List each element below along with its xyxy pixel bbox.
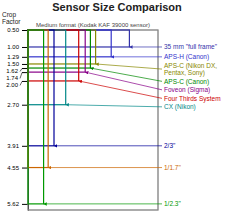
annotation: 1/1.7" — [164, 164, 181, 171]
tick-mark — [22, 30, 28, 31]
tick-label: 3.91 — [7, 143, 19, 149]
label-line: Foveon (Sigma) — [164, 86, 210, 94]
y-tick: 1.62 — [6, 68, 28, 74]
y-axis: 0.50 1.00 1.291.501.621.742.00 2.70 3.91 4.55… — [6, 27, 28, 210]
sensor-rect — [28, 30, 111, 57]
annotation-arrow — [90, 68, 162, 81]
tick-label: 1.74 — [6, 75, 18, 81]
tick-mark — [22, 47, 28, 48]
tick-mark — [22, 146, 28, 147]
annotation: 2/3" — [164, 142, 176, 149]
annotation: Four Thirds System — [164, 95, 221, 103]
tick-mark — [22, 68, 28, 69]
tick-mark — [22, 57, 28, 58]
tick-leader — [20, 69, 22, 72]
y-tick: 1.50 — [7, 61, 28, 67]
tick-mark — [22, 168, 28, 169]
tick-label: 1.50 — [7, 61, 19, 67]
annotation: APS-C (Nikon DX,Pentax, Sony) — [164, 62, 217, 78]
y-tick: 2.00 — [6, 81, 28, 88]
y-tick: 1.74 — [6, 73, 28, 82]
y-tick: 4.55 — [7, 165, 28, 171]
annotation-arrow — [129, 46, 162, 47]
tick-mark — [22, 64, 28, 65]
annotations: Medium format (Kodak KAF 39000 sensor) 35… — [36, 22, 221, 207]
y-tick: 1.00 — [7, 44, 28, 50]
tick-label: 4.55 — [7, 165, 19, 171]
label-line: 1/1.7" — [164, 164, 181, 171]
annotation-arrow — [54, 145, 162, 146]
chart: Sensor Size Comparison CropFactor 0.50 1.00… — [0, 0, 234, 216]
tick-label: 0.50 — [7, 27, 19, 33]
annotation-arrow — [66, 105, 162, 107]
sensor-rect — [28, 30, 66, 105]
label-line: 1/2.3" — [164, 200, 181, 207]
annotation: Medium format (Kodak KAF 39000 sensor) — [36, 22, 150, 28]
label-line: 35 mm "full frame" — [164, 43, 218, 50]
annotation: Foveon (Sigma) — [164, 86, 210, 94]
label-line: 2/3" — [164, 142, 176, 149]
label-line: APS-C (Canon) — [164, 78, 209, 86]
annotation-arrow — [44, 203, 162, 204]
sensor-rect — [28, 30, 85, 72]
label-line: Factor — [2, 18, 21, 25]
annotation-arrow — [79, 81, 162, 98]
tick-leader — [20, 81, 22, 85]
tick-mark — [22, 105, 28, 106]
tick-mark — [22, 81, 28, 82]
annotation: 35 mm "full frame" — [164, 43, 218, 50]
sensor-rect — [28, 30, 44, 204]
sensor-rect — [28, 30, 90, 68]
tick-label: 1.62 — [6, 68, 18, 74]
annotation: 1/2.3" — [164, 200, 181, 207]
y-tick: 3.91 — [7, 143, 28, 149]
annotation: APS-H (Canon) — [164, 53, 209, 61]
tick-label: 2.70 — [7, 102, 19, 108]
tick-label: 5.62 — [7, 201, 19, 207]
annotation-arrow — [85, 72, 162, 90]
tick-mark — [22, 204, 28, 205]
y-tick: 0.50 — [7, 27, 28, 33]
label-line: CX (Nikon) — [164, 103, 196, 111]
label-line: Four Thirds System — [164, 95, 221, 103]
annotation: APS-C (Canon) — [164, 78, 209, 86]
tick-label: 2.00 — [6, 82, 18, 88]
sensor-rect — [28, 30, 79, 81]
tick-mark — [22, 72, 28, 73]
annotation: CX (Nikon) — [164, 103, 196, 111]
sensor-rect — [28, 30, 54, 146]
title: Sensor Size Comparison — [52, 1, 182, 13]
annotation-arrow — [48, 167, 162, 168]
sensor-rect — [28, 30, 48, 168]
y-tick: 5.62 — [7, 201, 28, 207]
tick-leader — [20, 73, 22, 79]
label-line: APS-H (Canon) — [164, 53, 209, 61]
y-tick: 2.70 — [7, 102, 28, 108]
label-line: Medium format (Kodak KAF 39000 sensor) — [36, 22, 150, 28]
annotation-arrow — [96, 64, 162, 69]
y-axis-label: CropFactor — [2, 11, 21, 25]
y-tick: 1.29 — [7, 54, 28, 60]
label-line: Pentax, Sony) — [164, 69, 205, 77]
tick-label: 1.00 — [7, 44, 19, 50]
annotation-arrow — [111, 56, 162, 57]
tick-label: 1.29 — [7, 54, 19, 60]
